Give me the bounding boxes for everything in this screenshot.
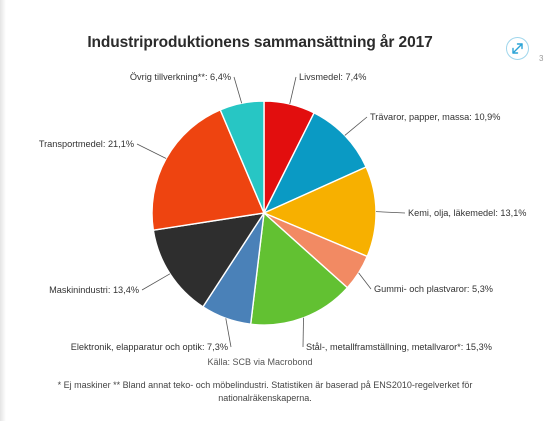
pie-slices — [151, 100, 377, 326]
leader-line-1 — [289, 76, 297, 105]
slice-label-3: Kemi, olja, läkemedel: 13,1% — [408, 208, 526, 218]
pie-leader-lines — [136, 76, 406, 348]
leader-line-4 — [358, 272, 372, 290]
slice-label-2: Trävaror, papper, massa: 10,9% — [370, 112, 500, 122]
pie-slice-7[interactable] — [152, 212, 265, 308]
slice-label-4: Gummi- och plastvaror: 5,3% — [374, 284, 493, 294]
slice-label-9: Övrig tillverkning**: 6,4% — [130, 72, 231, 82]
edge-text: 3 — [539, 54, 544, 63]
pie-labels: Livsmedel: 7,4% Trävaror, papper, massa: … — [39, 72, 527, 352]
slice-label-6: Elektronik, elapparatur och optik: 7,3% — [71, 342, 228, 352]
slice-label-8: Transportmedel: 21,1% — [39, 139, 134, 149]
leader-line-6 — [225, 318, 232, 348]
pie-slice-3[interactable] — [263, 166, 377, 258]
chart-title: Industriproduktionens sammansättning år … — [87, 34, 433, 51]
chart-source: Källa: SCB via Macrobond — [207, 357, 313, 367]
leader-line-8 — [136, 143, 167, 159]
leader-line-3 — [375, 211, 406, 214]
leader-line-2 — [344, 116, 368, 136]
chart-footnote: * Ej maskiner ** Bland annat teko- och m… — [57, 380, 473, 403]
leader-line-9 — [233, 76, 243, 104]
pie-slice-8[interactable] — [151, 109, 265, 231]
expand-button[interactable] — [506, 37, 529, 60]
pie-slice-5[interactable] — [249, 212, 349, 326]
leader-line-7 — [141, 273, 171, 291]
pie-slice-2[interactable] — [263, 112, 367, 214]
slice-label-7: Maskinindustri: 13,4% — [49, 285, 139, 295]
expand-arrows-icon — [512, 43, 523, 54]
slice-label-1: Livsmedel: 7,4% — [299, 72, 366, 82]
slice-label-5: Stål-, metallframställning, metallvaror*… — [306, 342, 492, 352]
leader-line-5 — [302, 317, 304, 348]
